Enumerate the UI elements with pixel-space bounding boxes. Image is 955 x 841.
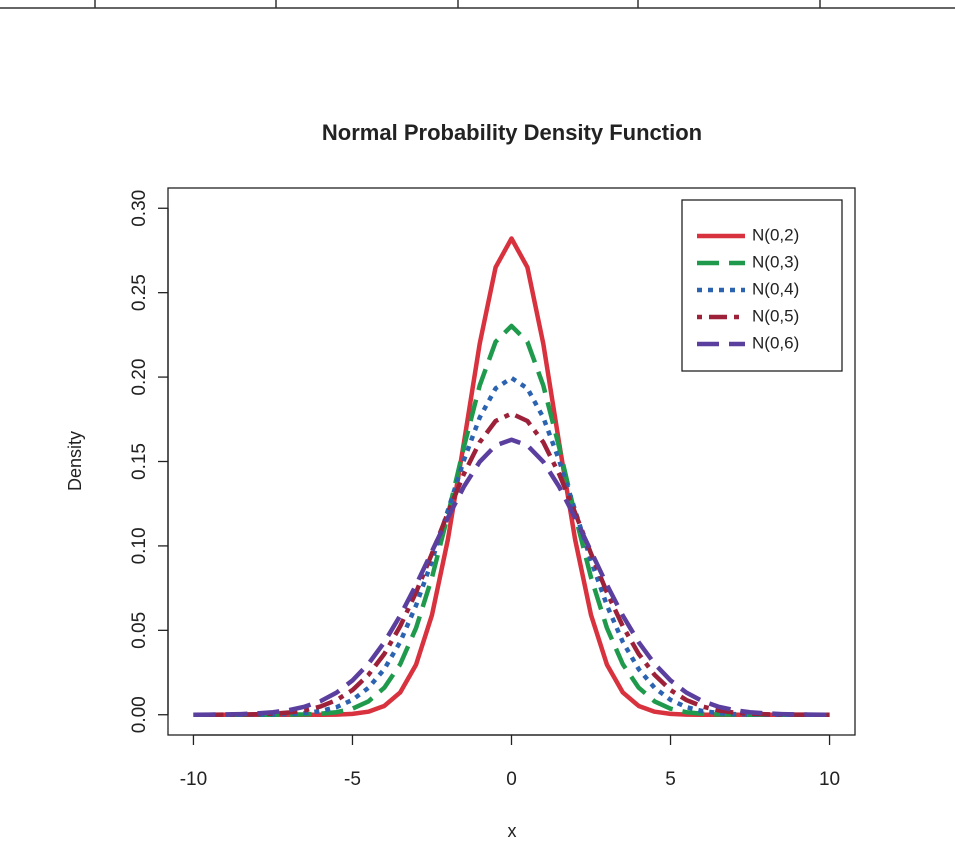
legend-label: N(0,4) — [752, 279, 799, 298]
legend: N(0,2) N(0,3) N(0,4) N(0,5) N(0,6) — [681, 199, 843, 372]
chart-title: Normal Probability Density Function — [322, 120, 702, 145]
y-tick-label: 0.00 — [129, 696, 150, 733]
x-axis-title: x — [508, 821, 517, 841]
x-tick-label: 5 — [665, 769, 676, 790]
y-tick-label: 0.05 — [129, 612, 150, 649]
plot-area: -10 -5 0 5 10 0.00 0.05 0.10 0.15 0.20 0.25 0.30 — [129, 190, 840, 790]
x-tick-label: 0 — [506, 769, 517, 790]
x-tick-label: 10 — [819, 769, 840, 790]
y-tick-label: 0.15 — [129, 443, 150, 480]
y-tick-label: 0.30 — [129, 190, 150, 227]
series-line — [193, 411, 830, 717]
y-tick-label: 0.10 — [129, 527, 150, 564]
legend-label: N(0,6) — [752, 333, 799, 352]
legend-label: N(0,3) — [752, 252, 799, 271]
y-axis-title: Density — [65, 431, 85, 491]
x-tick-label: -5 — [344, 769, 361, 790]
series-line — [193, 375, 830, 717]
table-border — [0, 0, 955, 9]
y-tick-label: 0.20 — [129, 359, 150, 396]
y-tick-label: 0.25 — [129, 274, 150, 311]
legend-label: N(0,2) — [752, 225, 799, 244]
x-tick-label: -10 — [180, 769, 207, 790]
legend-label: N(0,5) — [752, 306, 799, 325]
series-line — [193, 437, 830, 717]
series-line — [193, 323, 830, 717]
